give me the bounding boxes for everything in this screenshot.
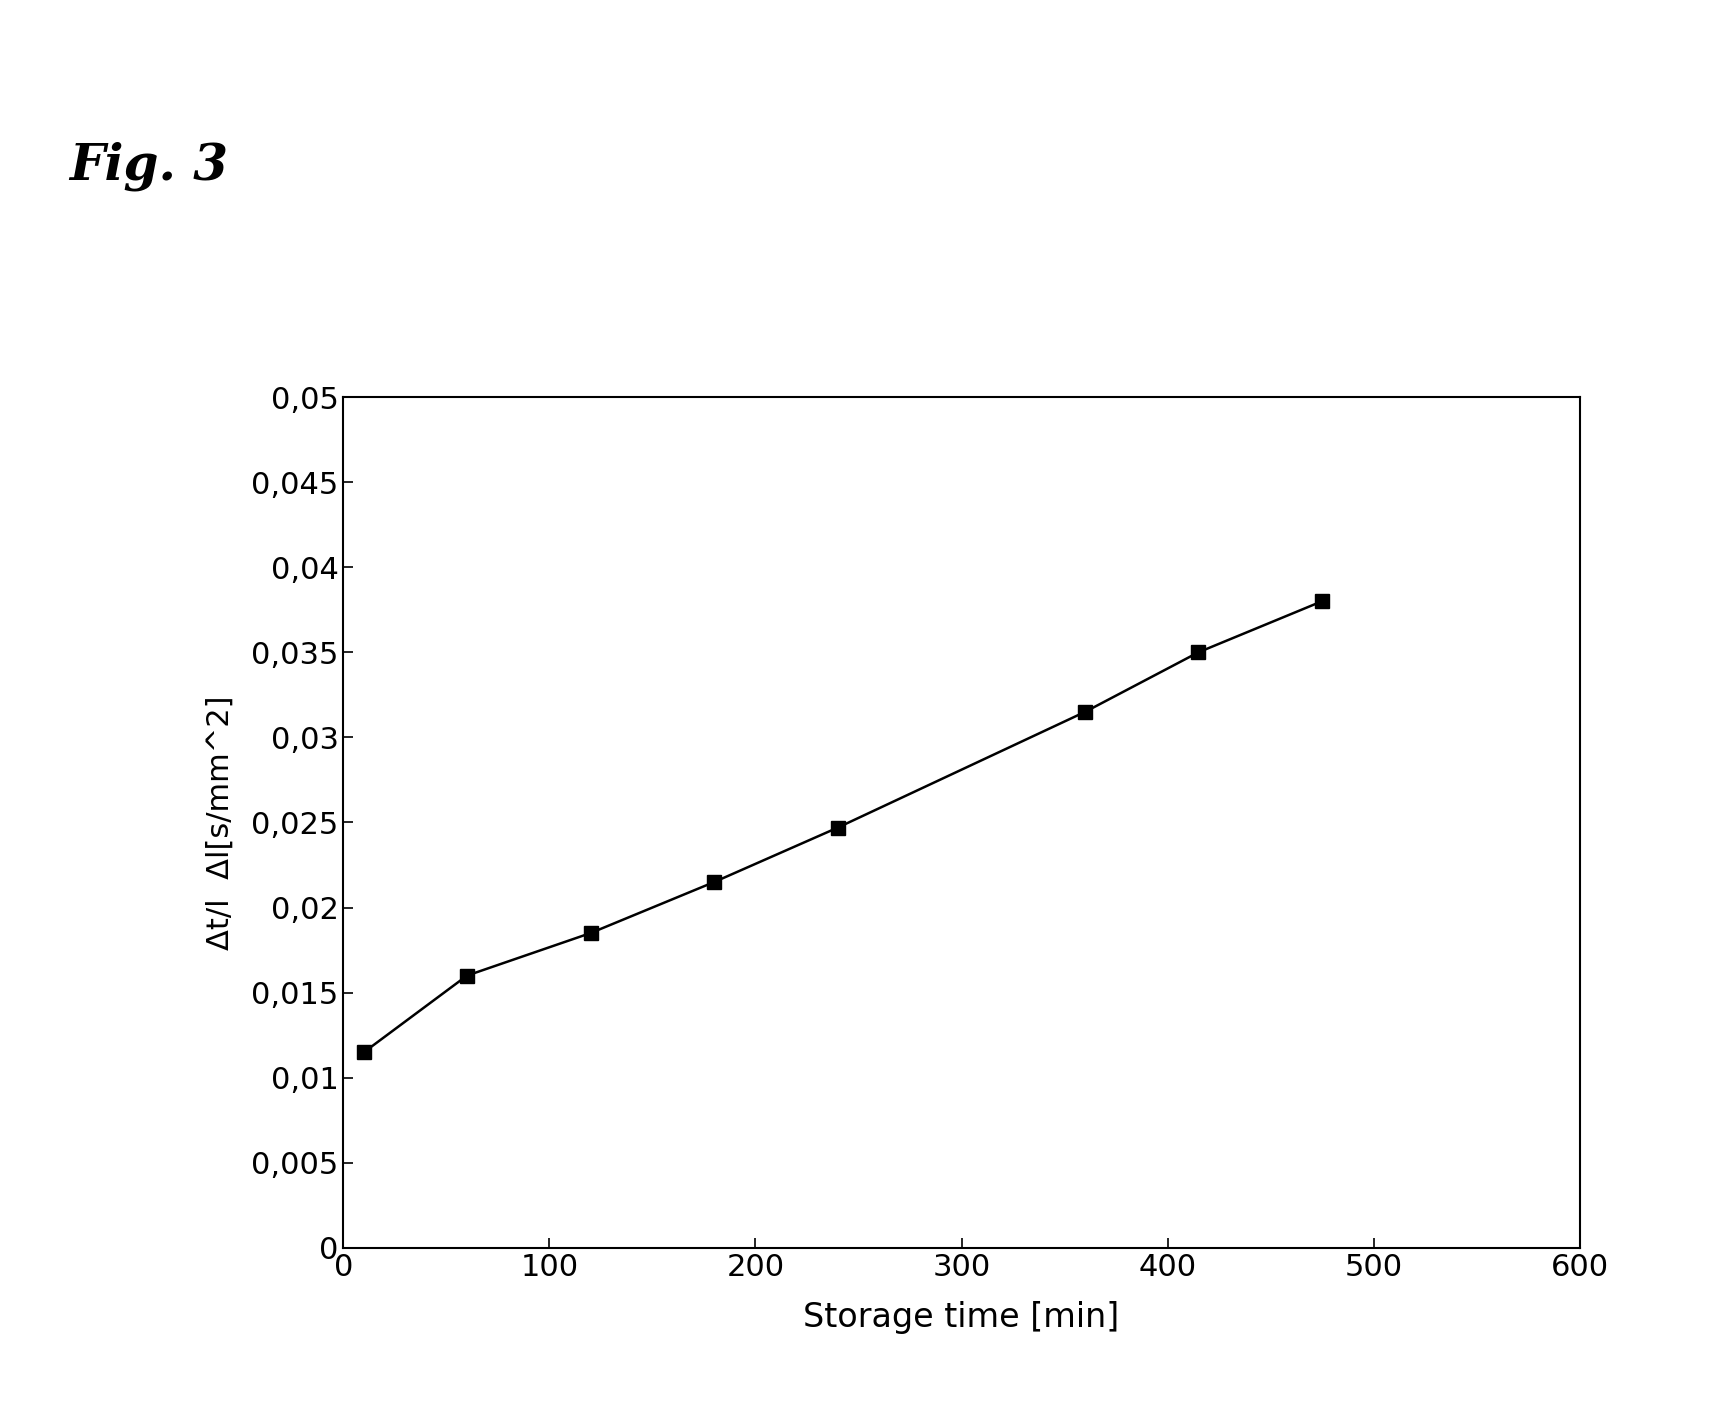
Text: Fig. 3: Fig. 3 — [69, 142, 228, 191]
X-axis label: Storage time [min]: Storage time [min] — [804, 1302, 1119, 1334]
Y-axis label: Δt/l  Δl[s/mm^2]: Δt/l Δl[s/mm^2] — [206, 695, 235, 950]
